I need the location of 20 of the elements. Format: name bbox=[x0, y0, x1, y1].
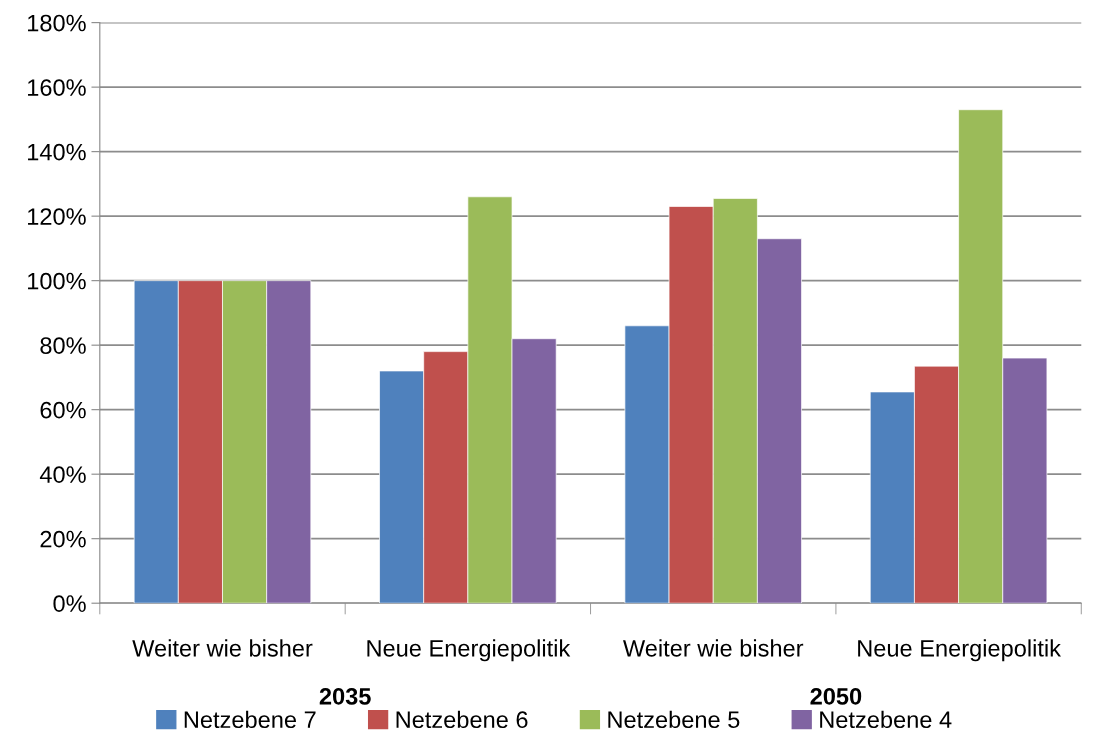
legend-label: Netzebene 6 bbox=[396, 710, 528, 729]
legend-label: Netzebene 5 bbox=[608, 710, 740, 729]
x-tick-label: Neue Energiepolitik bbox=[367, 639, 571, 662]
y-tick-label: 80% bbox=[40, 337, 86, 354]
x-tick-label: Weiter wie bisher bbox=[132, 639, 313, 657]
y-tick-label: 120% bbox=[28, 208, 86, 225]
y-tick-label: 0% bbox=[53, 595, 86, 612]
x-tick-label: Weiter wie bisher bbox=[623, 639, 804, 657]
legend-label: Netzebene 4 bbox=[820, 710, 952, 729]
y-tick-label: 140% bbox=[28, 143, 86, 161]
y-tick-label: 20% bbox=[40, 530, 86, 548]
text: 2035 bbox=[319, 688, 371, 705]
text: 2050 bbox=[810, 688, 862, 705]
y-tick-label: 100% bbox=[28, 272, 86, 290]
y-tick-label: 40% bbox=[39, 466, 86, 483]
y-tick-label: 160% bbox=[28, 79, 86, 96]
x-tick-label: Neue Energiepolitik bbox=[858, 639, 1062, 662]
y-tick-label: 180% bbox=[28, 14, 86, 32]
legend-label: Netzebene 7 bbox=[184, 710, 316, 729]
y-tick-label: 60% bbox=[40, 401, 86, 419]
